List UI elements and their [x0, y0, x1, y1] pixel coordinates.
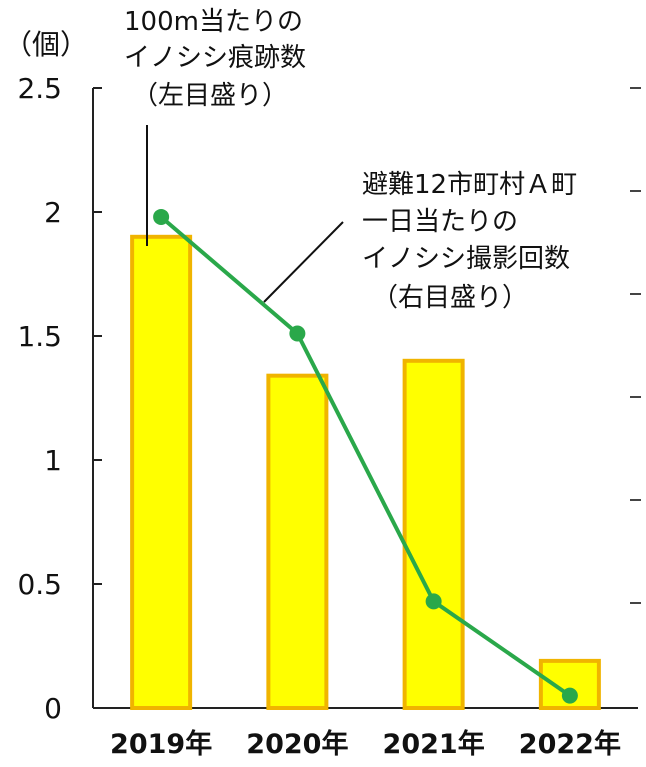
bar-annotation-line: 100m当たりの — [124, 7, 303, 37]
tick-labels: 0 0.5 1 1.5 2 2.5 — [17, 72, 62, 725]
category-labels: 2019年 2020年 2021年 2022年 — [110, 728, 621, 760]
category-label: 2022年 — [519, 728, 621, 760]
left-tick-label: 2 — [44, 196, 62, 229]
line-annotation-line: 一日当たりの — [362, 207, 518, 237]
bar-2019年 — [130, 234, 193, 711]
left-tick-label: 2.5 — [17, 72, 62, 105]
left-tick-label: 0.5 — [17, 568, 62, 601]
category-label: 2021年 — [383, 728, 485, 760]
line-point-2019年 — [153, 208, 170, 225]
left-tick-label: 1.5 — [17, 320, 62, 353]
line-path — [159, 215, 572, 698]
left-tick-label: 1 — [44, 444, 62, 477]
line-annotation-line: イノシシ撮影回数 — [362, 244, 570, 274]
bars — [130, 234, 601, 711]
line-annotation-line: 避難12市町村Ａ町 — [362, 170, 577, 200]
line-annotation-leader — [263, 221, 344, 303]
bar-annotation-line: （左目盛り） — [132, 81, 288, 111]
bar-2021年 — [402, 358, 465, 710]
line-point-2022年 — [561, 687, 578, 704]
left-axis-unit: （個） — [4, 28, 88, 61]
line-point-2020年 — [289, 325, 306, 342]
line-annotation-line: （右目盛り） — [372, 283, 528, 313]
bar-annotation-line: イノシシ痕跡数 — [124, 43, 306, 73]
line-series — [153, 208, 578, 704]
category-label: 2020年 — [246, 728, 348, 760]
bar-2020年 — [266, 373, 329, 710]
category-label: 2019年 — [110, 728, 212, 760]
line-point-2021年 — [425, 593, 442, 610]
left-tick-label: 0 — [44, 692, 62, 725]
